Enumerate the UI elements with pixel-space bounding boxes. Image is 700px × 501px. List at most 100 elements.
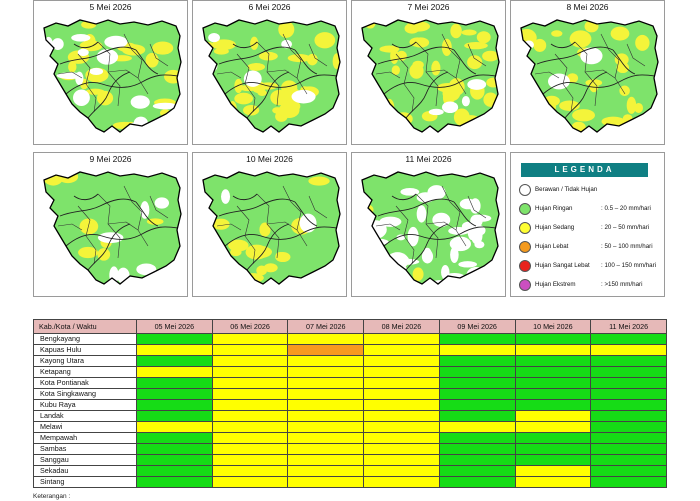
forecast-cell	[287, 399, 365, 411]
moderate-rain-area	[569, 30, 592, 48]
forecast-cell	[211, 432, 289, 444]
district-border	[57, 71, 83, 79]
forecast-cell	[438, 344, 516, 356]
moderate-rain-area	[482, 50, 499, 62]
forecast-cell	[514, 454, 592, 466]
rainfall-map	[202, 19, 341, 133]
forecast-cell	[136, 377, 213, 389]
forecast-cell	[590, 476, 667, 488]
district-border	[282, 185, 308, 247]
no-rain-area	[379, 216, 402, 227]
forecast-cell	[136, 399, 213, 411]
table-row: Kota Pontianak	[33, 377, 667, 389]
legend-item: Berawan / Tidak Hujan	[519, 184, 664, 200]
moderate-rain-area	[626, 96, 637, 114]
forecast-cell	[211, 388, 289, 400]
no-rain-area	[448, 227, 470, 235]
no-rain-area	[362, 266, 380, 284]
forecast-cell	[590, 355, 667, 367]
map-date-label: 10 Mei 2026	[246, 154, 293, 164]
district-border	[107, 221, 139, 231]
no-rain-area	[458, 261, 478, 268]
forecast-cell	[211, 399, 289, 411]
forecast-cell	[514, 366, 592, 378]
forecast-cell	[211, 377, 289, 389]
no-rain-area	[371, 253, 388, 265]
district-name: Kota Singkawang	[33, 388, 137, 400]
moderate-rain-area	[278, 102, 300, 118]
table-row: Sanggau	[33, 454, 667, 466]
moderate-rain-area	[79, 218, 99, 235]
moderate-rain-area	[161, 118, 179, 127]
moderate-rain-area	[391, 65, 400, 76]
table-row: Melawi	[33, 421, 667, 433]
forecast-cell	[136, 366, 213, 378]
moderate-rain-area	[212, 218, 230, 230]
district-border	[584, 69, 616, 79]
forecast-cell	[136, 432, 213, 444]
forecast-cell	[590, 432, 667, 444]
light-rain-area	[203, 20, 340, 132]
moderate-rain-area	[412, 60, 424, 69]
moderate-rain-area	[78, 246, 98, 259]
table-header-date: 07 Mei 2026	[287, 319, 365, 334]
river-line	[65, 226, 179, 247]
no-rain-area	[428, 108, 444, 116]
no-rain-area	[142, 278, 155, 284]
forecast-cell	[363, 476, 440, 488]
no-rain-area	[51, 38, 64, 51]
forecast-cell	[590, 399, 667, 411]
forecast-cell	[438, 333, 516, 345]
moderate-rain-area	[234, 78, 243, 94]
district-border	[266, 221, 298, 231]
moderate-rain-area	[464, 41, 488, 50]
moderate-rain-area	[259, 222, 271, 237]
district-border	[554, 53, 574, 113]
table-header-date: 10 Mei 2026	[514, 319, 592, 334]
district-border	[236, 53, 256, 113]
district-name: Kota Pontianak	[33, 377, 137, 389]
moderate-rain-area	[610, 26, 630, 41]
no-rain-area	[400, 188, 420, 196]
forecast-cell	[136, 388, 213, 400]
no-rain-area	[376, 264, 402, 274]
river-line	[246, 223, 290, 271]
river-line	[135, 201, 159, 227]
legend-title: LEGENDA	[521, 163, 648, 177]
legend-swatch	[519, 241, 531, 253]
forecast-cell	[211, 421, 289, 433]
table-header-date: 05 Mei 2026	[136, 319, 213, 334]
forecast-cell	[514, 388, 592, 400]
legend-swatch	[519, 260, 531, 272]
rainfall-map	[361, 171, 500, 285]
forecast-cell	[438, 476, 516, 488]
forecast-cell	[363, 421, 440, 433]
moderate-rain-area	[373, 96, 386, 107]
moderate-rain-area	[211, 39, 236, 50]
no-rain-area	[364, 220, 387, 239]
forecast-cell	[363, 344, 440, 356]
moderate-rain-area	[258, 51, 278, 61]
no-rain-area	[71, 34, 91, 42]
moderate-rain-area	[412, 37, 430, 48]
forecast-cell	[438, 366, 516, 378]
river-line	[391, 193, 417, 201]
district-border	[626, 43, 646, 67]
forecast-cell	[136, 465, 213, 477]
river-line	[536, 46, 614, 65]
moderate-rain-area	[634, 102, 644, 113]
moderate-rain-area	[257, 89, 267, 96]
district-border	[375, 71, 401, 79]
district-forecast-table: Kab./Kota / Waktu 05 Mei 2026 06 Mei 202…	[33, 319, 667, 488]
district-border	[425, 221, 457, 231]
table-row: Sekadau	[33, 465, 667, 477]
no-rain-area	[467, 79, 487, 90]
district-border	[282, 33, 308, 95]
forecast-cell	[211, 366, 289, 378]
forecast-map-panel: 7 Mei 2026	[351, 0, 506, 145]
table-header-location: Kab./Kota / Waktu	[33, 319, 137, 334]
river-line	[383, 226, 497, 247]
moderate-rain-area	[372, 123, 390, 130]
legend-label: Hujan Ekstrem	[535, 281, 576, 288]
no-rain-area	[140, 201, 150, 219]
